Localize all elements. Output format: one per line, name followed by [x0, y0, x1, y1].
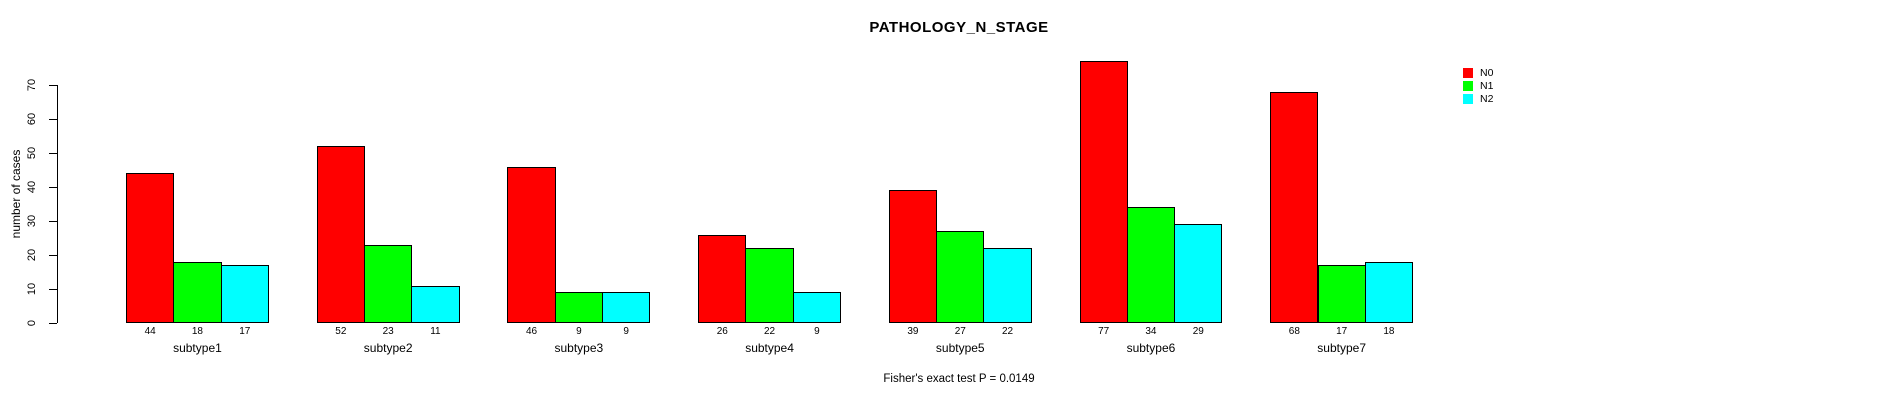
bar-n0-subtype2	[316, 146, 365, 323]
bar-value-label: 46	[525, 326, 538, 337]
y-tick-label: 70	[26, 78, 38, 92]
bar-n1-subtype7	[1317, 265, 1366, 323]
bar-n0-subtype3	[507, 166, 556, 323]
y-tick-label: 0	[26, 319, 38, 327]
legend: N0 N1 N2	[1463, 66, 1493, 106]
bar-value-label: 34	[1145, 326, 1157, 337]
bar-n2-subtype4	[792, 292, 841, 323]
legend-label-n1: N1	[1480, 79, 1494, 92]
y-tick	[49, 254, 57, 256]
bar-n2-subtype7	[1364, 261, 1414, 323]
category-label-subtype2: subtype2	[363, 341, 413, 355]
legend-swatch-n0	[1463, 67, 1473, 78]
y-tick-label: 50	[26, 146, 38, 160]
bar-value-label: 9	[623, 326, 629, 337]
bar-n2-subtype1	[220, 265, 269, 323]
bar-value-label: 17	[239, 326, 251, 337]
y-tick	[49, 118, 57, 120]
fisher-test-annotation: Fisher's exact test P = 0.0149	[883, 373, 1035, 385]
legend-label-n0: N0	[1480, 66, 1494, 79]
bar-value-label: 68	[1288, 326, 1300, 337]
y-tick-label: 20	[26, 248, 38, 262]
bar-value-label: 23	[382, 326, 394, 337]
bar-n0-subtype4	[698, 234, 747, 323]
chart-title: PATHOLOGY_N_STAGE	[869, 19, 1049, 36]
bar-n2-subtype2	[411, 285, 460, 323]
bar-value-label: 11	[430, 326, 441, 337]
bar-value-label: 26	[716, 326, 728, 337]
bar-value-label: 77	[1098, 326, 1110, 337]
bar-n2-subtype3	[602, 292, 651, 323]
bar-n1-subtype2	[364, 244, 413, 323]
legend-swatch-n1	[1463, 80, 1473, 91]
bar-value-label: 52	[335, 326, 347, 337]
y-tick-label: 30	[26, 214, 38, 228]
bar-value-label: 18	[191, 326, 203, 337]
bar-value-label: 29	[1192, 326, 1204, 337]
y-tick	[49, 152, 57, 154]
bar-n1-subtype6	[1126, 207, 1176, 323]
bar-value-label: 22	[763, 326, 776, 337]
legend-label-n2: N2	[1480, 93, 1494, 106]
legend-swatch-n2	[1463, 94, 1473, 105]
bar-n1-subtype5	[936, 231, 985, 323]
category-label-subtype7: subtype7	[1317, 341, 1366, 355]
bar-value-label: 39	[907, 326, 919, 337]
bar-n1-subtype1	[173, 261, 222, 323]
y-tick-label: 10	[26, 282, 38, 296]
y-tick-label: 40	[26, 180, 38, 194]
bar-n0-subtype7	[1270, 91, 1319, 323]
legend-item-n0: N0	[1463, 66, 1493, 79]
bar-value-label: 9	[814, 326, 820, 337]
bar-value-label: 18	[1383, 326, 1395, 337]
y-tick-label: 60	[26, 112, 38, 126]
bar-value-label: 9	[576, 326, 582, 337]
category-label-subtype5: subtype5	[935, 341, 985, 355]
bar-value-label: 27	[954, 326, 966, 337]
category-label-subtype4: subtype4	[745, 341, 794, 355]
bar-n0-subtype6	[1079, 61, 1128, 323]
y-tick	[49, 220, 57, 222]
bar-n1-subtype3	[554, 292, 603, 323]
bar-n1-subtype4	[745, 248, 794, 323]
bar-n0-subtype1	[126, 173, 175, 323]
bar-value-label: 17	[1336, 326, 1348, 337]
bar-n0-subtype5	[888, 190, 938, 323]
y-tick	[49, 288, 57, 290]
y-axis-line	[57, 85, 58, 323]
legend-item-n2: N2	[1463, 93, 1493, 106]
y-tick	[49, 186, 57, 188]
bar-value-label: 44	[144, 326, 156, 337]
category-label-subtype6: subtype6	[1126, 341, 1176, 355]
category-label-subtype3: subtype3	[554, 341, 604, 355]
y-tick	[49, 84, 57, 86]
bar-n2-subtype5	[983, 248, 1032, 323]
bar-n2-subtype6	[1174, 224, 1223, 323]
y-axis-label: number of cases	[9, 149, 23, 239]
y-tick	[49, 322, 57, 324]
legend-item-n1: N1	[1463, 79, 1493, 92]
category-label-subtype1: subtype1	[173, 341, 222, 355]
bar-value-label: 22	[1001, 326, 1014, 337]
